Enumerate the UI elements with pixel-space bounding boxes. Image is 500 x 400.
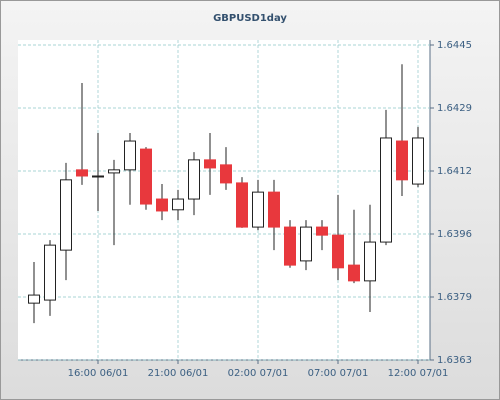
y-tick-label: 1.6445 [437, 40, 472, 51]
candle-body [140, 148, 152, 205]
candle-body [92, 175, 104, 178]
candle-body [252, 191, 264, 228]
candle-body [396, 140, 408, 181]
plot-area [18, 40, 430, 360]
candle-body [332, 234, 344, 269]
candle-body [284, 226, 296, 266]
candle-body [412, 137, 424, 185]
y-tick-label: 1.6396 [437, 229, 472, 240]
candle-body [268, 191, 280, 228]
x-tick-label: 16:00 06/01 [68, 368, 129, 379]
x-tick-label: 07:00 07/01 [308, 368, 369, 379]
x-tick-label: 21:00 06/01 [148, 368, 209, 379]
y-tick-label: 1.6363 [437, 355, 472, 366]
candle-body [108, 169, 120, 174]
candle-body [28, 294, 40, 304]
y-tick-label: 1.6412 [437, 166, 472, 177]
candle-body [188, 159, 200, 200]
chart-title: GBPUSD1day [213, 13, 287, 24]
candle-body [44, 244, 56, 301]
candle-body [172, 198, 184, 211]
candle-body [364, 241, 376, 282]
x-tick-label: 02:00 07/01 [228, 368, 289, 379]
candle-body [124, 140, 136, 171]
candle-body [204, 159, 216, 169]
candle-body [76, 169, 88, 177]
y-tick-label: 1.6379 [437, 292, 472, 303]
x-tick-label: 12:00 07/01 [388, 368, 449, 379]
candle-body [60, 179, 72, 251]
candle-body [156, 198, 168, 212]
candle-body [300, 226, 312, 262]
candle-body [348, 264, 360, 282]
candle-body [380, 137, 392, 243]
candle-body [316, 226, 328, 236]
candle-body [220, 164, 232, 184]
candle-body [236, 182, 248, 228]
y-tick-label: 1.6429 [437, 103, 472, 114]
